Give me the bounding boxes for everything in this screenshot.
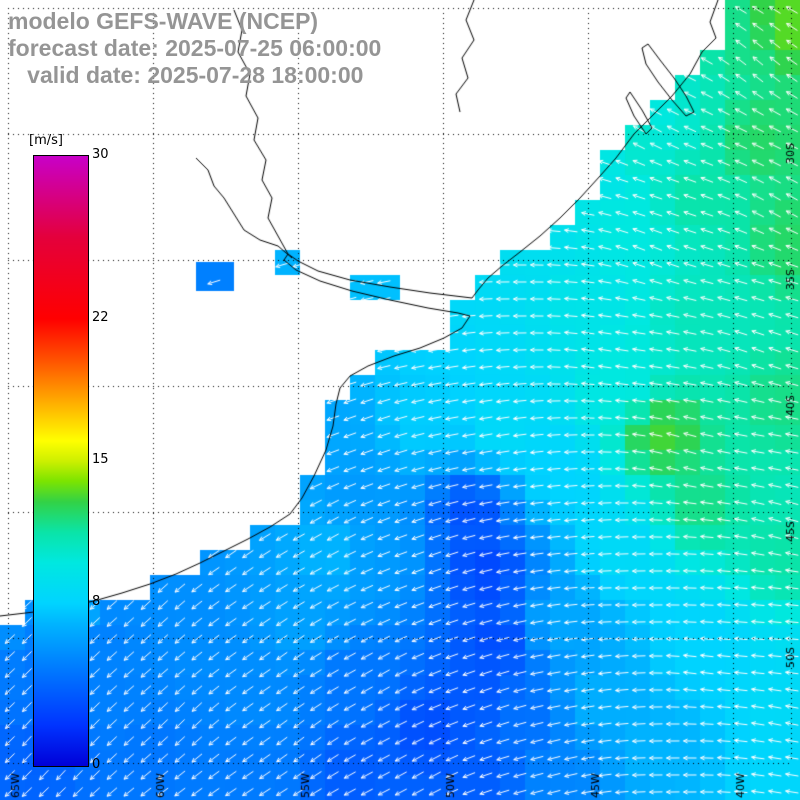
colorbar-tick-label: 0 (92, 757, 101, 772)
colorbar-tick-label: 30 (92, 147, 109, 162)
colorbar-unit-label: [m/s] (29, 133, 63, 148)
colorbar-tick-label: 8 (92, 594, 101, 610)
colorbar-tick-label: 15 (92, 452, 109, 467)
colorbar-tick-label: 22 (92, 309, 109, 325)
colorbar-gradient (33, 155, 89, 767)
